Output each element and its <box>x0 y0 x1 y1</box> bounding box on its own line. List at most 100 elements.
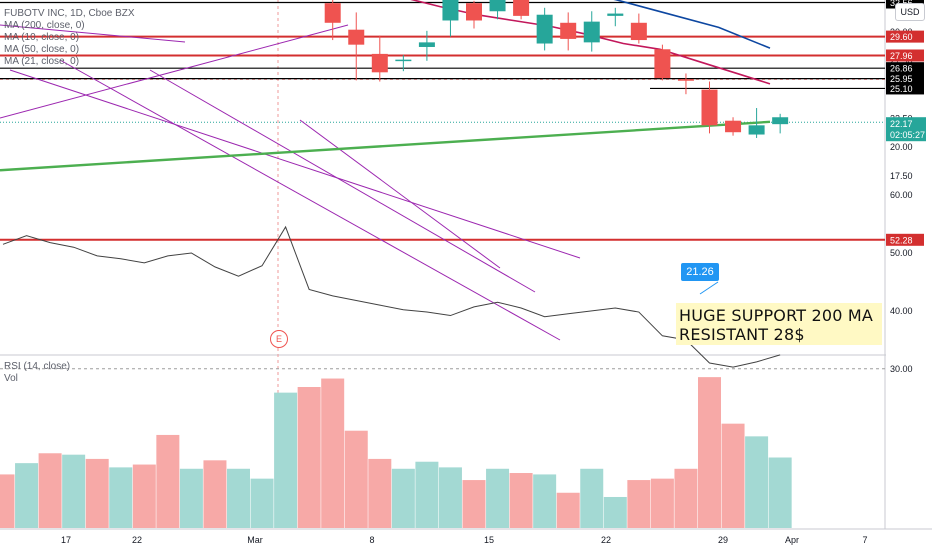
volume-bar <box>486 468 510 528</box>
ma-line-2 <box>410 0 771 85</box>
candle <box>513 0 530 20</box>
candle-body <box>324 3 341 23</box>
candle-body <box>418 42 435 47</box>
candle <box>418 30 435 61</box>
candle <box>583 11 600 52</box>
time-tick-label: 17 <box>61 535 71 545</box>
annotation-box: HUGE SUPPORT 200 MA RESISTANT 28$ <box>676 303 882 345</box>
candle <box>560 12 577 51</box>
candle-body <box>395 59 412 62</box>
volume-bar <box>745 436 769 528</box>
volume-bar <box>650 478 674 528</box>
legend-vol[interactable]: Vol <box>4 373 18 384</box>
price-callout-label: 21.26 <box>681 263 719 281</box>
volume-bar <box>438 467 462 528</box>
volume-bar <box>109 467 133 528</box>
candle-body <box>489 0 506 12</box>
volume-bar <box>227 468 250 528</box>
candle-body <box>630 22 647 41</box>
legend-rsi[interactable]: RSI (14, close) <box>4 361 71 372</box>
legend-ma21[interactable]: MA (21, close, 0) <box>4 56 80 67</box>
earnings-marker[interactable]: E <box>270 330 288 348</box>
trendline-6 <box>299 119 501 269</box>
volume-bar <box>344 430 368 528</box>
candle-body <box>654 49 671 79</box>
candle <box>536 7 553 51</box>
volume-bar <box>156 434 180 528</box>
volume-bar <box>321 378 345 528</box>
candle-body <box>466 3 482 21</box>
symbol-title: FUBOTV INC, 1D, Cboe BZX <box>4 8 135 19</box>
candlesticks <box>324 0 789 138</box>
level-tag <box>886 62 924 75</box>
countdown-label: 02:05:27 <box>890 130 925 140</box>
level-tag-label: 27.96 <box>890 51 913 61</box>
ma-line-1 <box>0 120 771 172</box>
level-tag-label: 25.95 <box>890 74 913 84</box>
candle-body <box>513 0 530 16</box>
candle <box>442 0 459 37</box>
candle-body <box>748 125 765 135</box>
candle <box>466 0 482 29</box>
grid <box>0 0 932 530</box>
level-tag-label: 26.86 <box>890 64 913 74</box>
candle <box>772 113 789 134</box>
level-tag <box>886 49 924 62</box>
candle-body <box>701 89 718 126</box>
legend-ma200[interactable]: MA (200, close, 0) <box>4 20 85 31</box>
level-tag <box>886 72 924 85</box>
volume-bar <box>580 468 604 528</box>
candle <box>725 117 742 136</box>
time-tick-label: 8 <box>369 535 374 545</box>
time-tick-label: Apr <box>785 535 799 545</box>
candle <box>395 55 412 72</box>
candle <box>654 44 671 81</box>
volume-bar <box>38 453 62 528</box>
trendline-1 <box>0 24 186 43</box>
legend-ma10[interactable]: MA (10, close, 0) <box>4 32 80 43</box>
volume-bar <box>297 387 321 528</box>
volume-bar <box>674 468 698 528</box>
candle <box>630 13 647 44</box>
volume-bar <box>627 480 651 528</box>
candle-body <box>371 53 388 73</box>
moving-averages <box>0 0 771 172</box>
trendline-4 <box>59 59 561 341</box>
candle <box>371 35 388 82</box>
volume-bar <box>509 473 533 528</box>
trendlines <box>0 24 719 341</box>
callout-pointer <box>699 281 719 295</box>
time-tick-label: Mar <box>247 535 263 545</box>
volume-bar <box>533 474 557 528</box>
candle <box>324 0 341 41</box>
volume-bar <box>415 461 439 528</box>
legend-ma50[interactable]: MA (50, close, 0) <box>4 44 80 55</box>
rsi-line <box>2 225 781 368</box>
volume-bar <box>0 474 15 528</box>
volume-bar <box>603 496 627 528</box>
annotation-line-2: RESISTANT 28$ <box>679 325 805 344</box>
level-tag-label: 29.60 <box>890 32 913 42</box>
candle-body <box>348 29 365 45</box>
candle <box>348 12 365 81</box>
candle <box>607 7 624 27</box>
volume-bar <box>768 457 792 528</box>
volume-bar <box>179 468 203 528</box>
annotation-line-1: HUGE SUPPORT 200 MA <box>679 306 874 325</box>
rsi-level-label: 52.28 <box>890 235 913 245</box>
price-axis: 17.5020.0022.5025.0027.5030.0032.5035.00… <box>886 0 932 528</box>
level-tag-label: 25.10 <box>890 84 913 94</box>
volume-bar <box>368 458 392 528</box>
time-tick-label: 29 <box>718 535 728 545</box>
candle <box>677 73 694 95</box>
rsi-series-line <box>2 225 781 368</box>
volume-bar <box>250 478 274 528</box>
volume-bar <box>203 460 227 528</box>
rsi-tick-label: 60.00 <box>890 190 913 200</box>
rsi-tick-label: 40.00 <box>890 306 913 316</box>
time-tick-label: 22 <box>132 535 142 545</box>
currency-button[interactable]: USD <box>895 3 925 21</box>
time-tick-label: 22 <box>601 535 611 545</box>
trendline-2 <box>0 24 349 119</box>
